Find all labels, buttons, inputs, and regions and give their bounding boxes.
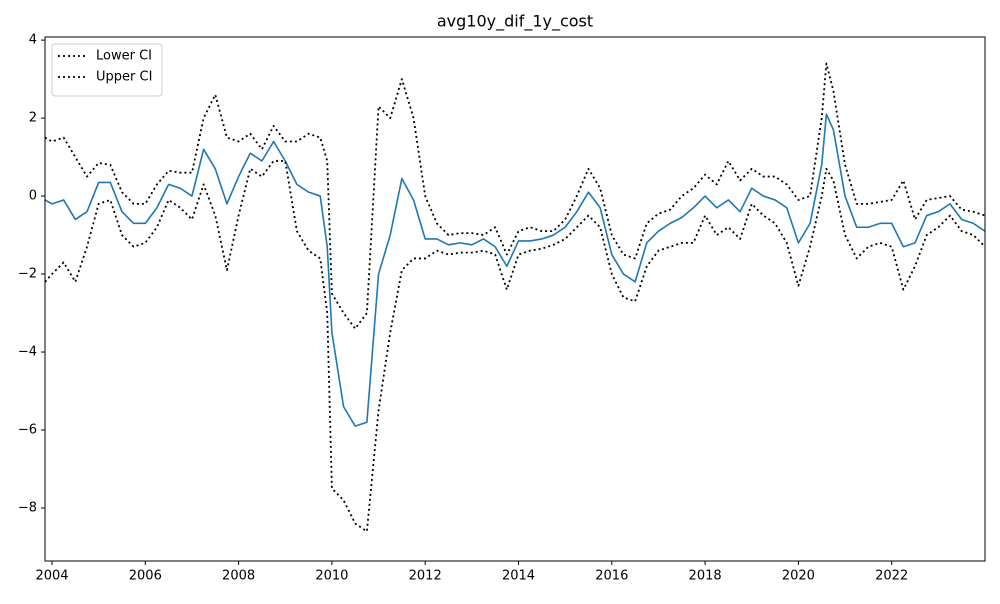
series-line — [44, 62, 986, 330]
series-line — [44, 160, 986, 533]
legend-label: Lower CI — [96, 49, 152, 64]
plot-frame — [44, 36, 986, 562]
x-tick-label: 2010 — [315, 569, 348, 584]
x-tick-label: 2006 — [129, 569, 162, 584]
x-tick-label: 2018 — [689, 569, 722, 584]
y-tick-label: 2 — [29, 111, 37, 126]
y-tick-label: −6 — [18, 423, 37, 438]
y-tick-label: −8 — [18, 500, 37, 515]
legend-box — [51, 43, 163, 97]
x-tick-label: 2022 — [875, 569, 908, 584]
series-line — [44, 113, 986, 427]
x-tick-label: 2008 — [222, 569, 255, 584]
x-tick-label: 2020 — [782, 569, 815, 584]
y-tick-label: 0 — [29, 189, 37, 204]
chart-title: avg10y_dif_1y_cost — [437, 12, 593, 32]
legend-label: Upper CI — [96, 70, 152, 85]
y-tick-label: −4 — [18, 345, 37, 360]
legend: Lower CI Upper CI — [51, 43, 163, 97]
x-tick-label: 2014 — [502, 569, 535, 584]
y-tick-label: 4 — [29, 33, 37, 48]
x-tick-label: 2012 — [409, 569, 442, 584]
x-tick-label: 2004 — [35, 569, 68, 584]
x-tick-label: 2016 — [595, 569, 628, 584]
y-tick-label: −2 — [18, 267, 37, 282]
